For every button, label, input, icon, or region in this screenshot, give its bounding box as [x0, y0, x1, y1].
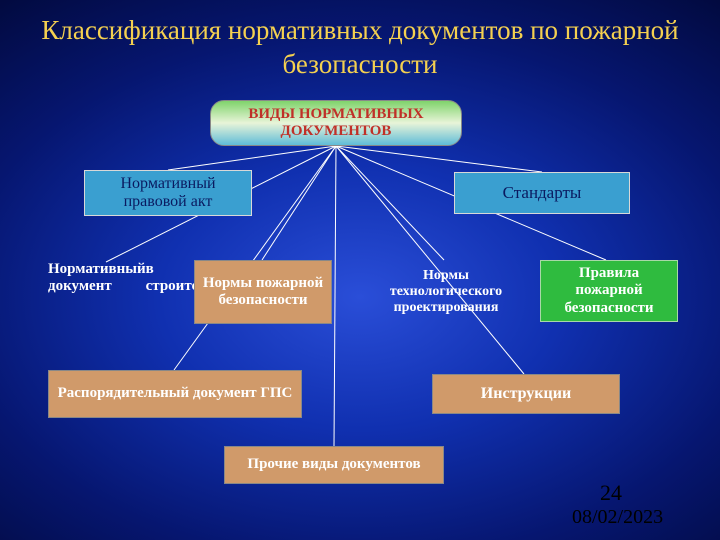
slide-title: Классификация нормативных документов по … [0, 14, 720, 82]
slide: Классификация нормативных документов по … [0, 0, 720, 540]
node-gps: Распорядительный документ ГПС [48, 370, 302, 418]
node-standards: Стандарты [454, 172, 630, 214]
node-npb: Нормы пожарной безопасности [194, 260, 332, 324]
node-constr: Нормативный документв строительстве [42, 258, 176, 336]
footer-date: 08/02/2023 [572, 506, 663, 529]
page-number: 24 [600, 480, 622, 506]
node-npa: Нормативный правовой акт [84, 170, 252, 216]
root-node: ВИДЫ НОРМАТИВНЫХ ДОКУМЕНТОВ [210, 100, 462, 146]
node-instr: Инструкции [432, 374, 620, 414]
node-ppb: Правила пожарной безопасности [540, 260, 678, 322]
root-node-label: ВИДЫ НОРМАТИВНЫХ ДОКУМЕНТОВ [217, 106, 455, 141]
node-other: Прочие виды документов [224, 446, 444, 484]
node-tech: Нормы технологического проектирования [368, 256, 524, 328]
